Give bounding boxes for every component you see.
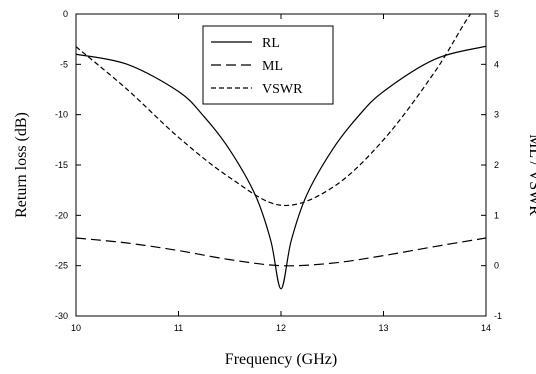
y-left-tick-label: -5 xyxy=(60,59,68,69)
y-left-tick-label: 0 xyxy=(63,9,68,19)
x-axis-title: Frequency (GHz) xyxy=(225,351,337,368)
x-tick-label: 10 xyxy=(71,323,81,333)
y-axis-right-title: ML / VSWR xyxy=(526,134,536,216)
series-line-vswr xyxy=(76,14,472,207)
x-tick-label: 14 xyxy=(481,323,491,333)
y-right-tick-label: 4 xyxy=(494,59,499,69)
y-left-tick-label: -25 xyxy=(55,261,68,271)
y-right-tick-label: 0 xyxy=(494,261,499,271)
legend-label-vswr: VSWR xyxy=(262,82,303,97)
series-line-rl xyxy=(76,45,486,290)
y-right-tick-label: 5 xyxy=(494,9,499,19)
y-left-tick-label: -15 xyxy=(55,160,68,170)
legend-box xyxy=(202,25,334,105)
y-left-tick-label: -30 xyxy=(55,311,68,321)
x-tick-label: 12 xyxy=(276,323,286,333)
x-tick-label: 13 xyxy=(378,323,388,333)
y-right-tick-label: 3 xyxy=(494,110,499,120)
y-left-tick-label: -20 xyxy=(55,210,68,220)
legend: RL ML VSWR xyxy=(202,25,334,105)
y-right-tick-label: 2 xyxy=(494,160,499,170)
legend-label-rl: RL xyxy=(262,36,280,51)
series-line-ml xyxy=(76,237,486,267)
x-tick-label: 11 xyxy=(174,323,183,333)
y-right-tick-label: -1 xyxy=(494,311,502,321)
y-axis-left-title: Return loss (dB) xyxy=(13,112,30,218)
series-layer xyxy=(76,14,486,290)
y-left-tick-label: -10 xyxy=(55,110,68,120)
legend-label-ml: ML xyxy=(262,59,283,74)
y-right-tick-label: 1 xyxy=(494,210,499,220)
